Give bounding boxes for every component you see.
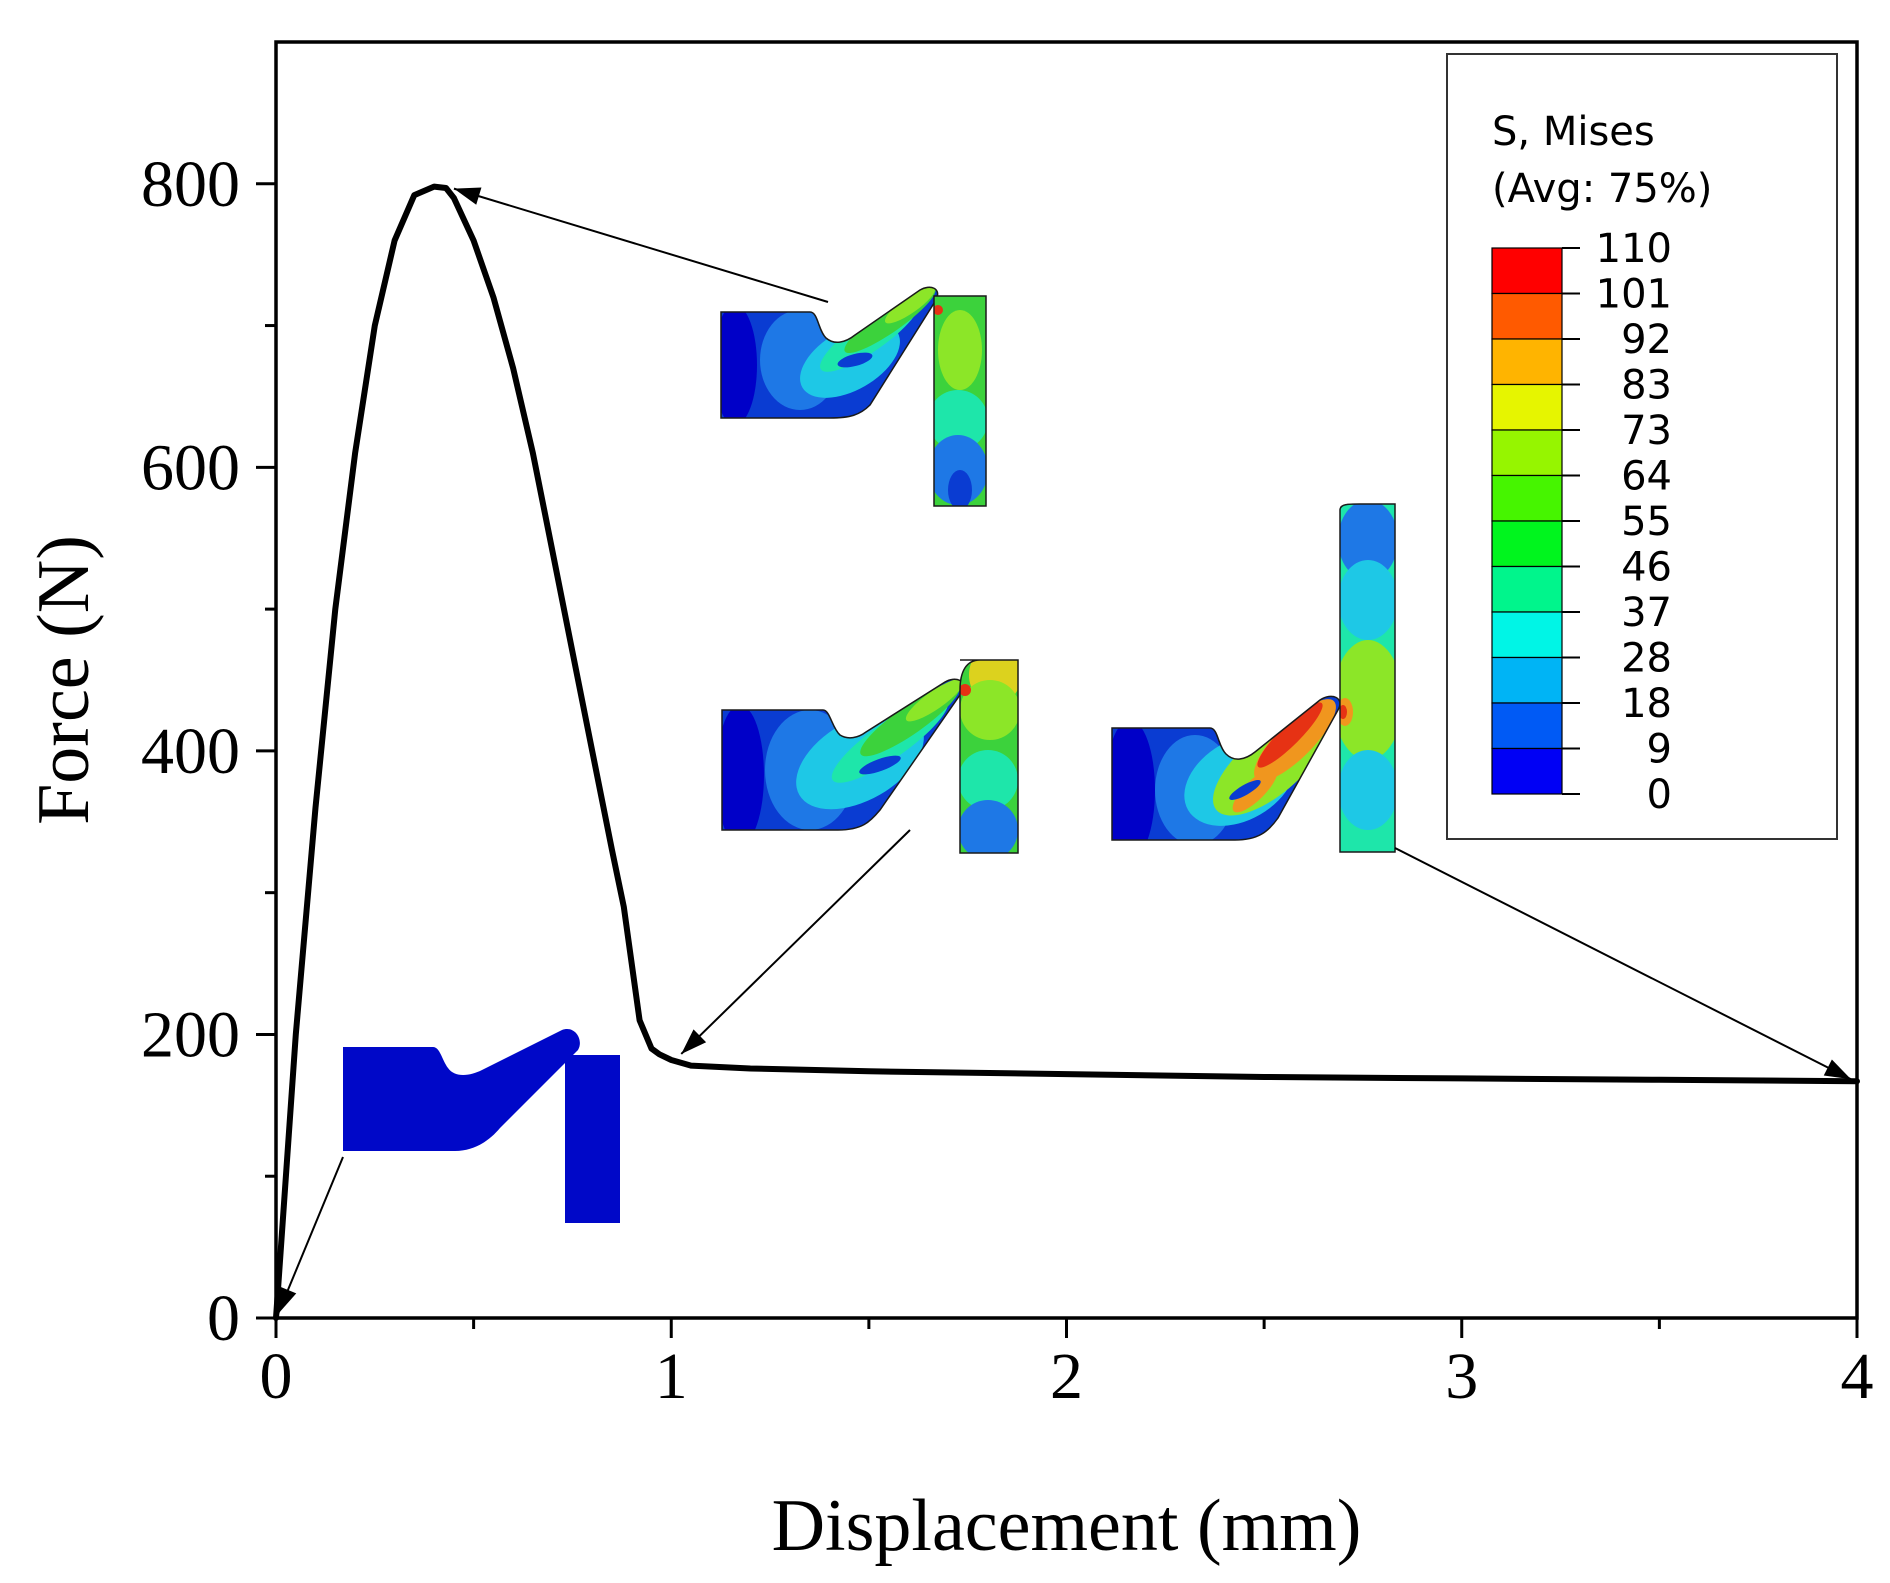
legend-level: 101 bbox=[1596, 272, 1672, 318]
legend-swatch bbox=[1491, 611, 1563, 659]
legend-title: S, Mises bbox=[1492, 109, 1655, 155]
x-tick-label: 1 bbox=[655, 1340, 688, 1413]
stress-zone bbox=[934, 305, 943, 315]
stress-zone bbox=[1340, 560, 1395, 640]
end-hook-contour-outline bbox=[1111, 695, 1341, 841]
arrow-snap-head bbox=[681, 1029, 707, 1054]
legend-level: 110 bbox=[1596, 226, 1672, 272]
y-tick-label: 200 bbox=[141, 998, 240, 1071]
x-tick-label: 4 bbox=[1841, 1340, 1874, 1413]
stress-zone bbox=[721, 305, 757, 418]
legend-swatch bbox=[1491, 383, 1563, 431]
stress-zone bbox=[948, 470, 972, 506]
legend-swatch bbox=[1491, 702, 1563, 750]
stress-zone bbox=[960, 684, 971, 696]
legend-swatch bbox=[1491, 565, 1563, 613]
legend-level: 0 bbox=[1647, 772, 1672, 818]
arrow-initial bbox=[277, 1156, 344, 1315]
stress-zone bbox=[722, 705, 764, 830]
mid-hook-contour-outline bbox=[721, 678, 965, 831]
stress-zone bbox=[859, 755, 901, 775]
arrow-end-head bbox=[1823, 1059, 1851, 1080]
stress-zone bbox=[1232, 767, 1278, 813]
legend-swatch bbox=[1491, 747, 1563, 795]
stress-zone bbox=[934, 390, 986, 450]
x-axis-title: Displacement (mm) bbox=[772, 1485, 1362, 1567]
legend-subtitle: (Avg: 75%) bbox=[1492, 166, 1712, 212]
peak-hook-contour bbox=[721, 287, 938, 418]
legend-swatch bbox=[1491, 247, 1563, 295]
legend-level: 55 bbox=[1621, 499, 1672, 545]
arrow-peak-head bbox=[453, 187, 482, 205]
legend-level: 9 bbox=[1647, 727, 1672, 773]
arrow-initial-head bbox=[278, 1286, 297, 1314]
arrow-peak bbox=[453, 187, 829, 303]
initial-rail-part bbox=[565, 1055, 620, 1223]
legend-swatch bbox=[1491, 656, 1563, 704]
stress-zone bbox=[934, 435, 986, 505]
legend-level: 37 bbox=[1621, 590, 1672, 636]
y-tick-label: 800 bbox=[141, 148, 240, 221]
peak-rail-contour-outline bbox=[933, 295, 987, 507]
end-rail-contour bbox=[1340, 504, 1395, 852]
x-tick-label: 0 bbox=[260, 1340, 293, 1413]
x-tick-label: 2 bbox=[1050, 1340, 1083, 1413]
legend-swatch bbox=[1491, 338, 1563, 386]
stress-zone bbox=[1112, 720, 1155, 840]
stress-zone bbox=[960, 680, 1018, 740]
legend-level: 46 bbox=[1621, 545, 1672, 591]
stress-legend: S, Mises (Avg: 75%) 1101019283736455463728… bbox=[1446, 53, 1838, 840]
legend-level: 73 bbox=[1621, 408, 1672, 454]
y-tick-label: 400 bbox=[141, 715, 240, 788]
stress-zone bbox=[1340, 640, 1395, 760]
stress-zone bbox=[1340, 705, 1347, 719]
legend-swatch bbox=[1491, 292, 1563, 340]
fem-contour-insets bbox=[343, 286, 1396, 1223]
legend-swatch bbox=[1491, 520, 1563, 568]
stress-zone bbox=[885, 287, 935, 324]
legend-swatch bbox=[1491, 429, 1563, 477]
annotation-arrows bbox=[277, 187, 1852, 1315]
y-tick-label: 0 bbox=[207, 1282, 240, 1355]
data-series-line bbox=[273, 183, 1860, 1321]
stress-zone bbox=[1229, 780, 1261, 800]
y-axis-title: Force (N) bbox=[23, 535, 105, 825]
stress-zone bbox=[1257, 702, 1323, 768]
arrow-end bbox=[1394, 847, 1852, 1081]
stress-zone bbox=[837, 352, 873, 368]
legend-level: 18 bbox=[1621, 681, 1672, 727]
legend-level: 28 bbox=[1621, 636, 1672, 682]
end-hook-contour bbox=[1112, 696, 1340, 840]
curve-layer bbox=[273, 183, 1860, 1321]
end-rail-contour-outline bbox=[1339, 503, 1396, 853]
mid-hook-contour bbox=[722, 679, 964, 830]
mid-rail-contour-outline bbox=[959, 659, 1019, 854]
axes: 0 1 2 3 4 0 200 400 600 800 Displacement (mm) Force… bbox=[23, 40, 1874, 1567]
mid-rail-contour bbox=[960, 660, 1018, 853]
legend-level: 64 bbox=[1621, 454, 1672, 500]
peak-rail-contour bbox=[934, 296, 986, 506]
x-tick-label: 3 bbox=[1445, 1340, 1478, 1413]
legend-level: 83 bbox=[1621, 363, 1672, 409]
stress-zone bbox=[1340, 504, 1395, 580]
initial-hook-part bbox=[343, 1029, 580, 1151]
peak-hook-contour-outline bbox=[720, 286, 939, 419]
stress-zone bbox=[960, 800, 1018, 853]
stress-zone bbox=[960, 750, 1018, 810]
stress-zone bbox=[1340, 750, 1395, 830]
legend-swatch bbox=[1491, 474, 1563, 522]
y-tick-label: 600 bbox=[141, 431, 240, 504]
stress-zone bbox=[938, 310, 982, 390]
stress-zone bbox=[905, 679, 964, 722]
arrow-snap bbox=[680, 829, 911, 1055]
legend-level: 92 bbox=[1621, 317, 1672, 363]
